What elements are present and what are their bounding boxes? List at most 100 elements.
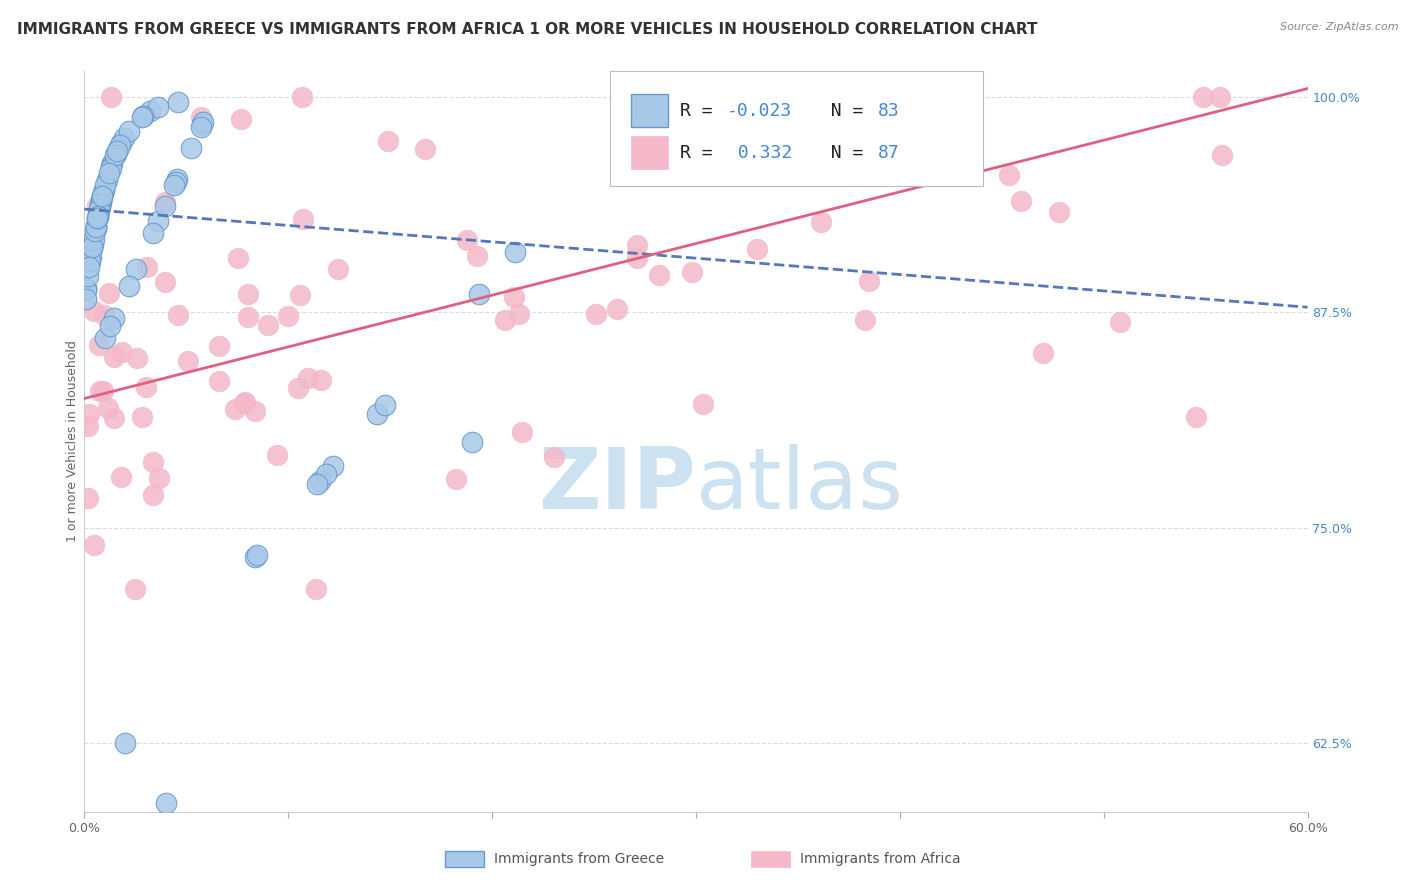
Point (98, 319, 121, 334)
Point (107, 144, 129, 158)
Point (136, 260, 159, 274)
Point (118, 123, 141, 137)
Text: N =: N = (808, 102, 873, 120)
Point (1185, 410, 1208, 425)
Point (773, 98, 796, 112)
Point (82, 237, 104, 252)
Point (246, 548, 269, 562)
Point (125, 351, 148, 366)
Point (190, 120, 212, 134)
Point (118, 278, 141, 293)
Point (83, 232, 105, 246)
Text: 87: 87 (879, 144, 900, 161)
Point (90, 195, 112, 210)
Point (100, 159, 122, 173)
Text: atlas: atlas (696, 444, 904, 527)
Point (233, 396, 256, 410)
Point (512, 425, 534, 439)
Point (93, 308, 115, 322)
Point (110, 470, 132, 484)
Point (84, 220, 107, 235)
Bar (631, 136, 668, 169)
Point (697, 90, 720, 104)
Point (1192, 90, 1215, 104)
Point (125, 262, 148, 277)
Point (243, 550, 266, 565)
Point (873, 90, 896, 104)
Point (86, 211, 108, 225)
Point (163, 178, 186, 193)
Point (155, 796, 177, 810)
Text: Source: ZipAtlas.com: Source: ZipAtlas.com (1281, 22, 1399, 32)
Point (89, 338, 111, 352)
Point (84, 221, 107, 235)
Point (94, 331, 117, 345)
Text: R =: R = (681, 102, 724, 120)
Bar (751, 851, 790, 867)
Point (77, 407, 100, 421)
Point (456, 233, 478, 247)
FancyBboxPatch shape (610, 71, 983, 186)
Point (1109, 314, 1132, 328)
Point (461, 434, 484, 449)
Point (305, 477, 328, 491)
Point (79, 254, 101, 268)
Point (132, 109, 155, 123)
Point (626, 251, 648, 265)
Point (139, 104, 162, 119)
Text: R =: R = (681, 144, 724, 161)
Point (810, 215, 832, 229)
Point (224, 401, 246, 416)
Point (83, 303, 105, 318)
Point (236, 310, 259, 324)
Point (266, 448, 288, 462)
Point (101, 156, 124, 170)
Point (467, 249, 489, 263)
Point (87, 206, 110, 220)
Point (377, 134, 399, 148)
Point (107, 142, 129, 156)
Point (111, 345, 134, 359)
Point (104, 148, 127, 162)
Point (692, 396, 714, 410)
Text: Immigrants from Greece: Immigrants from Greece (494, 852, 664, 866)
Point (77, 491, 100, 505)
Text: 0.332: 0.332 (727, 144, 792, 161)
Point (114, 736, 136, 750)
Point (90, 194, 112, 208)
Point (180, 141, 202, 155)
Point (309, 474, 332, 488)
Text: Immigrants from Africa: Immigrants from Africa (800, 852, 960, 866)
Point (858, 274, 880, 288)
Point (503, 290, 526, 304)
Point (256, 318, 278, 332)
Point (494, 312, 516, 326)
Point (626, 238, 648, 252)
Point (508, 307, 530, 321)
Point (86, 199, 108, 213)
Bar (631, 94, 668, 128)
Point (153, 198, 176, 212)
Point (648, 268, 671, 283)
Point (91, 188, 114, 202)
Point (84, 219, 107, 234)
Point (80, 249, 103, 263)
Point (606, 302, 628, 317)
Text: IMMIGRANTS FROM GREECE VS IMMIGRANTS FROM AFRICA 1 OR MORE VEHICLES IN HOUSEHOLD: IMMIGRANTS FROM GREECE VS IMMIGRANTS FRO… (17, 22, 1038, 37)
Point (146, 101, 169, 115)
Point (87, 209, 110, 223)
Point (297, 371, 319, 385)
Point (132, 109, 155, 123)
Point (104, 147, 127, 161)
Point (374, 398, 396, 412)
Point (110, 136, 132, 150)
Point (131, 110, 153, 124)
Point (243, 404, 266, 418)
Point (89, 200, 111, 214)
Point (135, 380, 157, 394)
Point (96, 172, 118, 186)
Point (75, 281, 97, 295)
Point (75, 283, 97, 297)
Point (97, 401, 120, 415)
Point (108, 138, 131, 153)
